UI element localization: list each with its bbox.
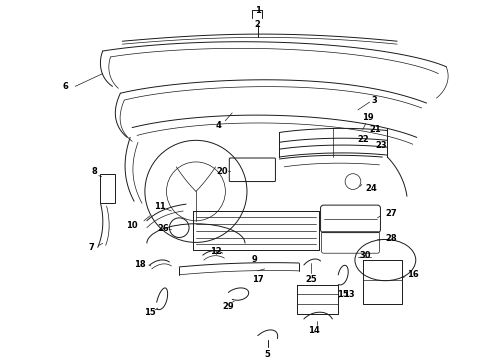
Text: 14: 14: [308, 326, 319, 335]
Text: 3: 3: [371, 96, 377, 105]
Text: 20: 20: [217, 167, 228, 176]
Text: 1: 1: [255, 6, 261, 15]
Text: 27: 27: [385, 210, 397, 219]
Text: 9: 9: [252, 255, 258, 264]
Text: 28: 28: [385, 234, 397, 243]
Text: 10: 10: [126, 221, 138, 230]
Text: 18: 18: [134, 261, 146, 270]
Text: 23: 23: [375, 141, 387, 150]
Text: 25: 25: [305, 275, 317, 284]
Text: 2: 2: [255, 20, 261, 29]
Text: 19: 19: [362, 113, 373, 122]
Text: 17: 17: [252, 275, 264, 284]
Text: 26: 26: [158, 224, 170, 233]
Text: 11: 11: [154, 202, 166, 211]
Text: 4: 4: [216, 121, 221, 130]
Text: 6: 6: [62, 82, 68, 91]
Text: 13: 13: [343, 290, 355, 299]
Text: 15: 15: [144, 307, 156, 316]
Text: 8: 8: [92, 167, 98, 176]
Text: 24: 24: [366, 184, 377, 193]
Text: 7: 7: [88, 243, 94, 252]
Text: 5: 5: [265, 350, 270, 359]
Text: 30: 30: [360, 251, 371, 260]
Text: 12: 12: [210, 247, 221, 256]
Text: 15: 15: [337, 289, 349, 298]
Text: 21: 21: [369, 125, 381, 134]
Text: 29: 29: [222, 302, 234, 311]
Text: 22: 22: [358, 135, 369, 144]
Text: 16: 16: [407, 270, 418, 279]
